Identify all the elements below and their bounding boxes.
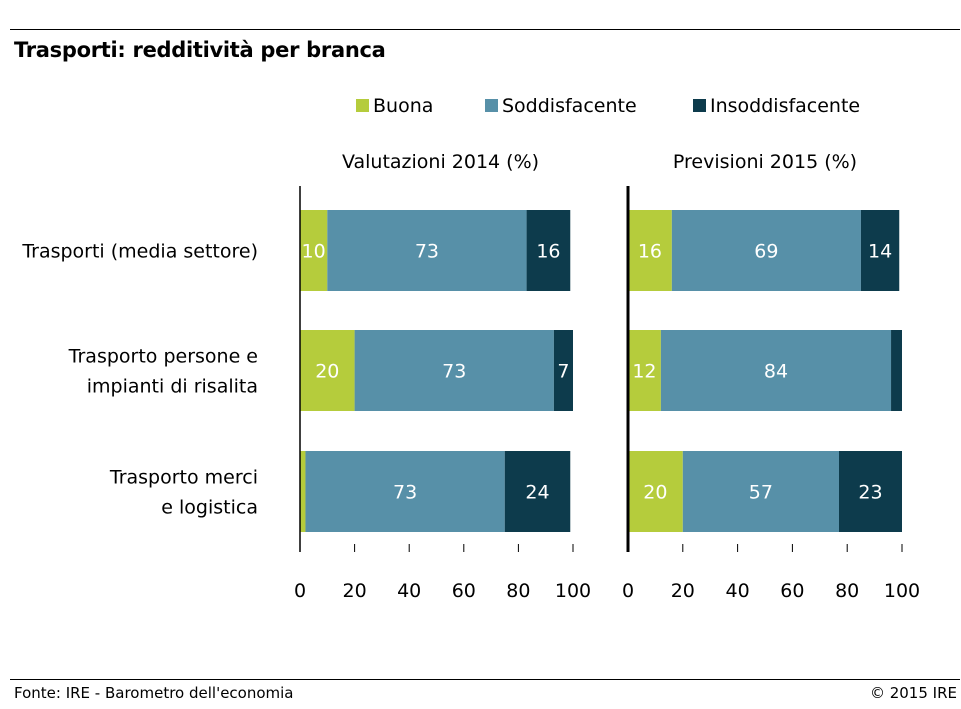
data-label-1-2-2: 23	[858, 482, 882, 504]
tick-label-0-2: 40	[397, 580, 421, 602]
bar-0-2-2	[504, 451, 571, 532]
category-label-1-0: Trasporto persone e	[68, 346, 258, 368]
footer-copyright: © 2015 IRE	[869, 684, 957, 702]
data-label-1-2-0: 20	[643, 482, 667, 504]
bar-1-2-2	[838, 451, 902, 532]
bar-0-2-0	[300, 451, 306, 532]
data-label-0-2-2: 24	[525, 482, 549, 504]
tick-label-1-5: 100	[884, 580, 920, 602]
tick-label-1-0: 0	[622, 580, 634, 602]
bar-0-0-2	[526, 210, 571, 291]
tick-label-1-2: 40	[726, 580, 750, 602]
category-label-2-1: e logistica	[161, 497, 258, 519]
tick-label-1-4: 80	[835, 580, 859, 602]
tick-label-0-3: 60	[452, 580, 476, 602]
bar-1-1-0	[628, 330, 661, 411]
legend-swatch-2	[693, 99, 706, 112]
tick-label-0-1: 20	[343, 580, 367, 602]
category-label-2-0: Trasporto merci	[109, 467, 258, 489]
bar-1-2-1	[682, 451, 839, 532]
data-label-1-1-1: 84	[764, 361, 788, 383]
bar-0-0-1	[327, 210, 527, 291]
bar-0-2-1	[305, 451, 505, 532]
top-rule	[10, 29, 960, 30]
data-label-1-1-0: 12	[632, 361, 656, 383]
tick-label-0-4: 80	[506, 580, 530, 602]
data-label-1-2-1: 57	[749, 482, 773, 504]
data-label-1-0-1: 69	[754, 241, 778, 263]
bar-1-1-1	[660, 330, 892, 411]
chart-title: Trasporti: redditività per branca	[14, 38, 386, 62]
tick-label-1-1: 20	[671, 580, 695, 602]
legend-swatch-0	[356, 99, 369, 112]
tick-label-0-0: 0	[294, 580, 306, 602]
data-label-0-2-1: 73	[393, 482, 417, 504]
legend-label-2: Insoddisfacente	[710, 95, 860, 117]
bar-1-0-0	[628, 210, 672, 291]
tick-label-0-5: 100	[555, 580, 591, 602]
legend-swatch-1	[485, 99, 498, 112]
bar-1-0-2	[860, 210, 900, 291]
bar-0-1-2	[553, 330, 573, 411]
bar-0-1-1	[354, 330, 554, 411]
data-label-0-0-0: 10	[302, 241, 326, 263]
data-label-0-1-1: 73	[442, 361, 466, 383]
data-label-1-0-0: 16	[638, 241, 662, 263]
legend-label-1: Soddisfacente	[502, 95, 637, 117]
footer-source: Fonte: IRE - Barometro dell'economia	[14, 684, 294, 702]
data-label-0-0-2: 16	[536, 241, 560, 263]
bar-1-2-0	[628, 451, 683, 532]
legend-label-0: Buona	[373, 95, 433, 117]
bar-0-1-0	[300, 330, 355, 411]
data-label-0-1-0: 20	[315, 361, 339, 383]
panel-title-0: Valutazioni 2014 (%)	[342, 151, 539, 173]
category-label-0-0: Trasporti (media settore)	[21, 241, 258, 263]
data-label-1-0-2: 14	[868, 241, 892, 263]
bottom-rule	[10, 679, 960, 680]
category-label-1-1: impianti di risalita	[87, 376, 258, 398]
data-label-0-0-1: 73	[415, 241, 439, 263]
panel-title-1: Previsioni 2015 (%)	[673, 151, 857, 173]
tick-label-1-3: 60	[780, 580, 804, 602]
bar-1-1-2	[891, 330, 902, 411]
data-label-0-1-2: 7	[557, 361, 569, 383]
bar-1-0-1	[671, 210, 861, 291]
bar-0-0-0	[300, 210, 328, 291]
